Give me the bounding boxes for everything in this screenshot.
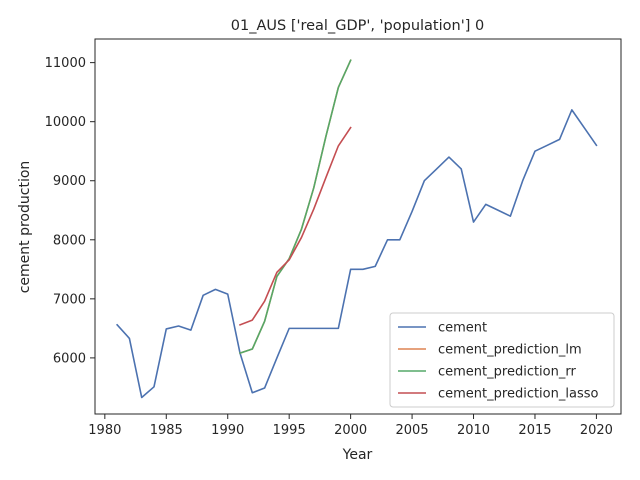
x-tick-label: 2015 [518,423,551,438]
y-tick-label: 11000 [45,56,86,71]
y-axis-label: cement production [17,161,33,294]
legend-box [389,312,615,408]
x-tick-label: 2020 [580,423,613,438]
x-tick-label: 1985 [150,423,183,438]
y-axis: 6000 7000 8000 9000 10000 11000 [45,56,95,366]
y-tick-label: 8000 [53,233,86,248]
axes-frame [94,38,622,415]
legend-label: cement_prediction_lm [438,343,582,358]
x-tick-label: 1980 [88,423,121,438]
y-tick-label: 10000 [45,115,86,130]
legend-label: cement_prediction_lasso [438,387,598,402]
legend: cement cement_prediction_lm cement_predict… [389,312,615,408]
series-line-cement [115,109,598,399]
x-tick-label: 1990 [211,423,244,438]
x-axis-label: Year [342,447,373,463]
x-tick-label: 1995 [273,423,306,438]
y-tick-label: 7000 [53,292,86,307]
x-tick-label: 2000 [334,423,367,438]
y-tick-label: 9000 [53,174,86,189]
plot-area [115,59,598,399]
series-line-cement-prediction-lasso [238,126,352,326]
x-tick-label: 2010 [457,423,490,438]
chart-title: 01_AUS ['real_GDP', 'population'] 0 [231,18,484,34]
x-tick-label: 2005 [396,423,429,438]
series-line-cement-prediction-rr [239,59,352,355]
legend-label: cement [438,321,487,336]
legend-label: cement_prediction_rr [438,365,576,380]
y-tick-label: 6000 [53,351,86,366]
x-axis: 1980 1985 1990 1995 2000 2005 2010 2015 2020 [88,414,613,438]
